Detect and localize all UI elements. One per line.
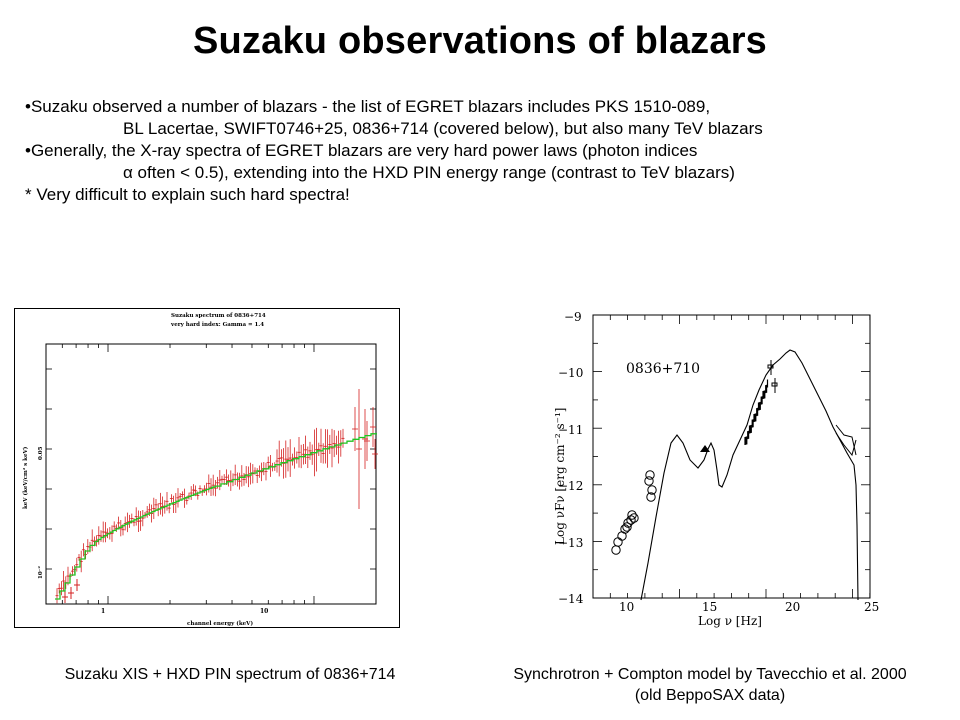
y-tick-m12: −12: [558, 479, 583, 493]
bullet-text: Generally, the X-ray spectra of EGRET bl…: [30, 141, 698, 160]
bullet-text: Very difficult to explain such hard spec…: [31, 185, 350, 204]
caption-right: Synchrotron + Compton model by Tavecchio…: [470, 664, 950, 706]
x-tick-label-1: 1: [101, 608, 105, 615]
x-tick-label-10: 10: [260, 608, 268, 615]
sed-model-curve: [640, 349, 859, 601]
bullet-text: Suzaku observed a number of blazars - th…: [30, 97, 711, 116]
y-tick-m13: −13: [558, 536, 583, 550]
bullet-1-line-2: BL Lacertae, SWIFT0746+25, 0836+714 (cov…: [123, 119, 763, 138]
caption-right-line-1: Synchrotron + Compton model by Tavecchio…: [513, 666, 907, 683]
caption-left: Suzaku XIS + HXD PIN spectrum of 0836+71…: [64, 666, 396, 683]
optical-data-triangle: [700, 445, 710, 452]
x-tick-10: 10: [619, 600, 634, 614]
caption-right-line-2: (old BeppoSAX data): [634, 687, 786, 704]
suzaku-spectrum-svg: Suzaku spectrum of 0836+714 very hard in…: [22, 313, 378, 627]
sed-tick-marks: [592, 314, 871, 599]
bullet-list: •Suzaku observed a number of blazars - t…: [25, 96, 945, 206]
bullet-1-line-1: •Suzaku observed a number of blazars - t…: [25, 96, 945, 118]
radio-data-circle: [645, 470, 655, 480]
x-axis-label: channel energy (keV): [187, 620, 253, 627]
x-tick-25: 25: [864, 600, 879, 614]
radio-data-circle: [622, 522, 632, 532]
sed-axes-box: [592, 314, 871, 599]
x-tick-20: 20: [785, 600, 800, 614]
y-axis-label: keV (keV/cm² s keV): [22, 446, 29, 509]
plot-axes-box: [45, 343, 377, 605]
radio-data-circle: [629, 513, 639, 523]
bullet-marker: •: [25, 97, 31, 116]
bullet-2-line-2: α often < 0.5), extending into the HXD P…: [123, 163, 735, 182]
sed-gamma-bowtie-lower: [835, 432, 857, 457]
sed-model-plot: −9 −10 −11 −12 −13 −14 10 15 20 25 Log ν…: [540, 295, 885, 640]
y-tick-m14: −14: [558, 592, 584, 606]
bullet-2-line-1: •Generally, the X-ray spectra of EGRET b…: [25, 140, 945, 162]
radio-data-circle: [611, 545, 621, 555]
radio-data-circle: [620, 524, 630, 534]
radio-data-circle: [646, 492, 656, 502]
bullet-marker: *: [25, 185, 32, 204]
sed-y-axis-label: Log νFν [erg cm⁻² s⁻¹]: [553, 408, 567, 545]
plot-header-1: Suzaku spectrum of 0836+714: [171, 313, 266, 319]
y-tick-label-0.05: 0.05: [38, 446, 44, 460]
x-tick-15: 15: [702, 600, 717, 614]
radio-data-circle: [627, 510, 637, 520]
radio-data-circle: [644, 476, 654, 486]
y-tick-m11: −11: [558, 423, 583, 437]
gamma-data-point: [767, 364, 774, 369]
sed-model-svg: −9 −10 −11 −12 −13 −14 10 15 20 25 Log ν…: [553, 310, 879, 628]
source-label: 0836+710: [626, 361, 700, 377]
bullet-marker: •: [25, 141, 31, 160]
slide-title: Suzaku observations of blazars: [192, 20, 768, 62]
radio-data-circle: [647, 485, 657, 495]
suzaku-spectrum-plot: Suzaku spectrum of 0836+714 very hard in…: [14, 308, 400, 628]
y-tick-m10: −10: [558, 366, 583, 380]
plot-header-2: very hard index: Gamma = 1.4: [170, 322, 264, 328]
radio-data-circles: [611, 470, 657, 555]
tick-marks: [46, 344, 377, 604]
bullet-3-line-1: * Very difficult to explain such hard sp…: [25, 184, 945, 206]
sed-x-axis-label: Log ν [Hz]: [698, 614, 762, 628]
radio-data-circle: [613, 537, 623, 547]
y-tick-m9: −9: [564, 310, 582, 324]
gamma-data-point-2: [771, 382, 778, 387]
radio-data-circle: [626, 515, 636, 525]
model-step-curve: [55, 433, 377, 600]
xray-data-points: [744, 379, 769, 445]
spectrum-data-points: [55, 389, 378, 604]
radio-data-circle: [623, 518, 633, 528]
y-tick-label-0.01: 10⁻²: [37, 565, 44, 579]
